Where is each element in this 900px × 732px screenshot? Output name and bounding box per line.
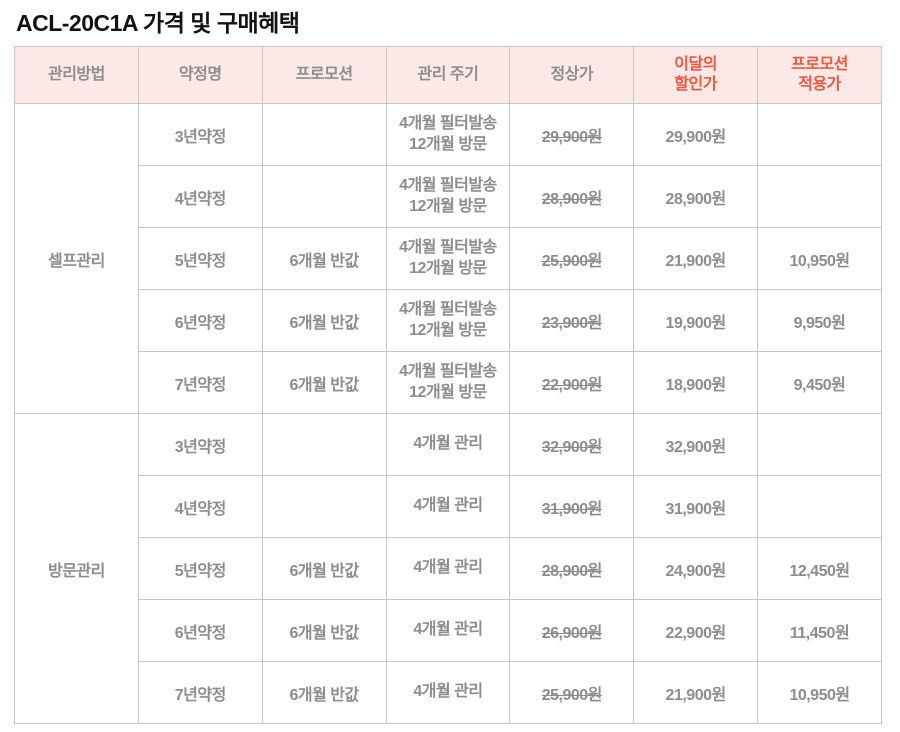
cell-promo-price: 9,450원 <box>757 351 882 414</box>
cell-normal-price: 25,900원 <box>509 661 635 724</box>
cell-normal-price: 22,900원 <box>509 351 635 414</box>
cell-promo-price: 12,450원 <box>757 537 882 600</box>
cell-term: 6년약정 <box>137 289 263 352</box>
cell-normal-price: 25,900원 <box>509 227 635 290</box>
cell-cycle: 4개월 관리 <box>385 413 511 476</box>
table-row: 셀프관리 3년약정 4개월 필터발송 12개월 방문 29,900원 29,90… <box>14 103 882 414</box>
header-monthly-discount-price: 이달의 할인가 <box>633 46 759 104</box>
cell-discount-price: 22,900원 <box>633 599 759 662</box>
cell-normal-price: 32,900원 <box>509 413 635 476</box>
cell-promotion <box>261 475 387 538</box>
header-management-cycle: 관리 주기 <box>385 46 511 104</box>
cell-discount-price: 19,900원 <box>633 289 759 352</box>
cell-promotion: 6개월 반값 <box>261 599 387 662</box>
cell-discount-price: 29,900원 <box>633 103 759 166</box>
cell-promotion: 6개월 반값 <box>261 227 387 290</box>
table-row: 4년약정 4개월 필터발송 12개월 방문 28,900원 28,900원 <box>15 165 882 228</box>
cell-cycle: 4개월 필터발송 12개월 방문 <box>385 103 511 166</box>
cell-cycle: 4개월 필터발송 12개월 방문 <box>385 165 511 228</box>
cell-promo-price <box>757 475 882 538</box>
header-contract-name: 약정명 <box>137 46 263 104</box>
price-table-body: 셀프관리 3년약정 4개월 필터발송 12개월 방문 29,900원 29,90… <box>14 103 882 724</box>
cell-promotion: 6개월 반값 <box>261 537 387 600</box>
cell-term: 7년약정 <box>137 351 263 414</box>
cell-normal-price: 28,900원 <box>509 165 635 228</box>
cell-term: 5년약정 <box>137 227 263 290</box>
cell-promo-price: 11,450원 <box>757 599 882 662</box>
cell-promotion: 6개월 반값 <box>261 661 387 724</box>
table-row: 7년약정 6개월 반값 4개월 관리 25,900원 21,900원 10,95… <box>15 661 882 724</box>
cell-term: 4년약정 <box>137 165 263 228</box>
cell-promo-price <box>757 413 882 476</box>
group-cell-self-care: 셀프관리 <box>14 103 139 414</box>
cell-promo-price <box>757 103 882 166</box>
cell-normal-price: 29,900원 <box>509 103 635 166</box>
cell-discount-price: 28,900원 <box>633 165 759 228</box>
header-normal-price: 정상가 <box>509 46 635 104</box>
price-table-header: 관리방법 약정명 프로모션 관리 주기 정상가 이달의 할인가 프로모션 적용가 <box>14 46 882 104</box>
cell-normal-price: 28,900원 <box>509 537 635 600</box>
cell-cycle: 4개월 관리 <box>385 475 511 538</box>
cell-promotion <box>261 413 387 476</box>
table-row: 7년약정 6개월 반값 4개월 필터발송 12개월 방문 22,900원 18,… <box>15 351 882 414</box>
header-promotion-applied-price: 프로모션 적용가 <box>757 46 882 104</box>
cell-term: 5년약정 <box>137 537 263 600</box>
cell-term: 4년약정 <box>137 475 263 538</box>
cell-promotion: 6개월 반값 <box>261 289 387 352</box>
cell-normal-price: 31,900원 <box>509 475 635 538</box>
table-row: 6년약정 6개월 반값 4개월 관리 26,900원 22,900원 11,45… <box>15 599 882 662</box>
table-row: 5년약정 6개월 반값 4개월 관리 28,900원 24,900원 12,45… <box>15 537 882 600</box>
header-management-method: 관리방법 <box>14 46 139 104</box>
cell-cycle: 4개월 필터발송 12개월 방문 <box>385 227 511 290</box>
cell-promotion <box>261 103 387 166</box>
header-row: 관리방법 약정명 프로모션 관리 주기 정상가 이달의 할인가 프로모션 적용가 <box>14 46 882 104</box>
cell-discount-price: 21,900원 <box>633 661 759 724</box>
cell-cycle: 4개월 관리 <box>385 599 511 662</box>
cell-promo-price <box>757 165 882 228</box>
cell-discount-price: 32,900원 <box>633 413 759 476</box>
cell-cycle: 4개월 관리 <box>385 661 511 724</box>
table-row: 6년약정 6개월 반값 4개월 필터발송 12개월 방문 23,900원 19,… <box>15 289 882 352</box>
cell-discount-price: 18,900원 <box>633 351 759 414</box>
cell-term: 3년약정 <box>137 103 263 166</box>
page-title: ACL-20C1A 가격 및 구매혜택 <box>16 10 300 36</box>
cell-promo-price: 9,950원 <box>757 289 882 352</box>
cell-cycle: 4개월 필터발송 12개월 방문 <box>385 289 511 352</box>
table-row: 4년약정 4개월 관리 31,900원 31,900원 <box>15 475 882 538</box>
cell-discount-price: 21,900원 <box>633 227 759 290</box>
cell-promo-price: 10,950원 <box>757 227 882 290</box>
price-table: 관리방법 약정명 프로모션 관리 주기 정상가 이달의 할인가 프로모션 적용가… <box>14 46 882 724</box>
cell-cycle: 4개월 필터발송 12개월 방문 <box>385 351 511 414</box>
group-cell-visit-care: 방문관리 <box>14 413 139 724</box>
table-row: 5년약정 6개월 반값 4개월 필터발송 12개월 방문 25,900원 21,… <box>15 227 882 290</box>
cell-discount-price: 24,900원 <box>633 537 759 600</box>
cell-term: 7년약정 <box>137 661 263 724</box>
table-row: 방문관리 3년약정 4개월 관리 32,900원 32,900원 <box>14 413 882 724</box>
cell-discount-price: 31,900원 <box>633 475 759 538</box>
cell-promotion: 6개월 반값 <box>261 351 387 414</box>
cell-cycle: 4개월 관리 <box>385 537 511 600</box>
cell-normal-price: 23,900원 <box>509 289 635 352</box>
header-promotion: 프로모션 <box>261 46 387 104</box>
cell-normal-price: 26,900원 <box>509 599 635 662</box>
cell-term: 3년약정 <box>137 413 263 476</box>
cell-term: 6년약정 <box>137 599 263 662</box>
cell-promotion <box>261 165 387 228</box>
cell-promo-price: 10,950원 <box>757 661 882 724</box>
